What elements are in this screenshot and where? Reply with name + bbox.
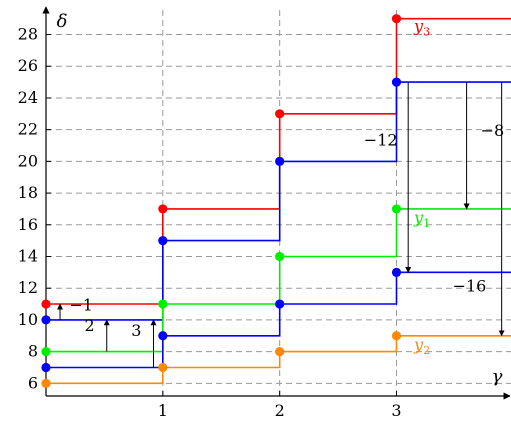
difference-label-2: 3	[131, 321, 141, 340]
series-label-0: y3	[413, 16, 430, 38]
series-point-4	[41, 378, 51, 388]
difference-label-5: −16	[453, 276, 487, 295]
y-axis-title: δ	[57, 11, 68, 32]
series-point-1	[391, 77, 402, 87]
x-tick-label: 1	[158, 401, 168, 420]
y-tick-label: 22	[18, 120, 38, 139]
x-axis-title: γ	[492, 366, 503, 387]
series-line-2	[46, 208, 511, 353]
difference-label-1: 2	[85, 316, 95, 335]
series-point-2	[275, 251, 285, 262]
series-point-4	[391, 331, 402, 341]
series-line-3	[46, 271, 511, 369]
series-point-4	[275, 347, 285, 357]
difference-label-4: −8	[481, 121, 505, 140]
series-point-1	[275, 156, 285, 166]
y-tick-label: 12	[18, 278, 38, 297]
series-point-3	[158, 331, 168, 341]
y-tick-label: 6	[28, 373, 38, 392]
x-tick-label: 3	[391, 401, 401, 420]
series-label-4: y2	[413, 335, 430, 357]
series-lines	[41, 14, 511, 388]
y-tick-label: 10	[18, 310, 38, 329]
series-point-0	[275, 109, 285, 119]
series-point-4	[158, 362, 168, 373]
difference-label-3: −12	[364, 131, 398, 150]
difference-label-0: −1	[69, 295, 93, 314]
y-tick-label: 14	[18, 246, 38, 265]
series-line-4	[46, 335, 511, 385]
series-point-0	[391, 14, 402, 24]
series-point-2	[158, 299, 168, 309]
y-tick-label: 16	[18, 215, 38, 234]
series-point-3	[391, 267, 402, 277]
y-tick-label: 24	[18, 88, 38, 107]
series-point-0	[41, 299, 51, 309]
series-point-3	[275, 299, 285, 309]
y-tick-label: 18	[18, 183, 38, 202]
annotations: −12 3−12−8−16	[57, 82, 505, 368]
series-point-1	[158, 236, 168, 246]
series-point-0	[158, 204, 168, 214]
grid	[46, 6, 511, 396]
series-label-2: y1	[413, 208, 430, 230]
series-point-2	[391, 204, 402, 214]
series-point-3	[41, 362, 51, 373]
y-tick-label: 8	[28, 342, 38, 361]
series-point-1	[41, 315, 51, 325]
series-point-2	[41, 347, 51, 357]
y-tick-label: 26	[18, 56, 38, 75]
y-tick-label: 28	[18, 25, 38, 44]
x-tick-label: 2	[275, 401, 285, 420]
y-tick-label: 20	[18, 151, 38, 170]
